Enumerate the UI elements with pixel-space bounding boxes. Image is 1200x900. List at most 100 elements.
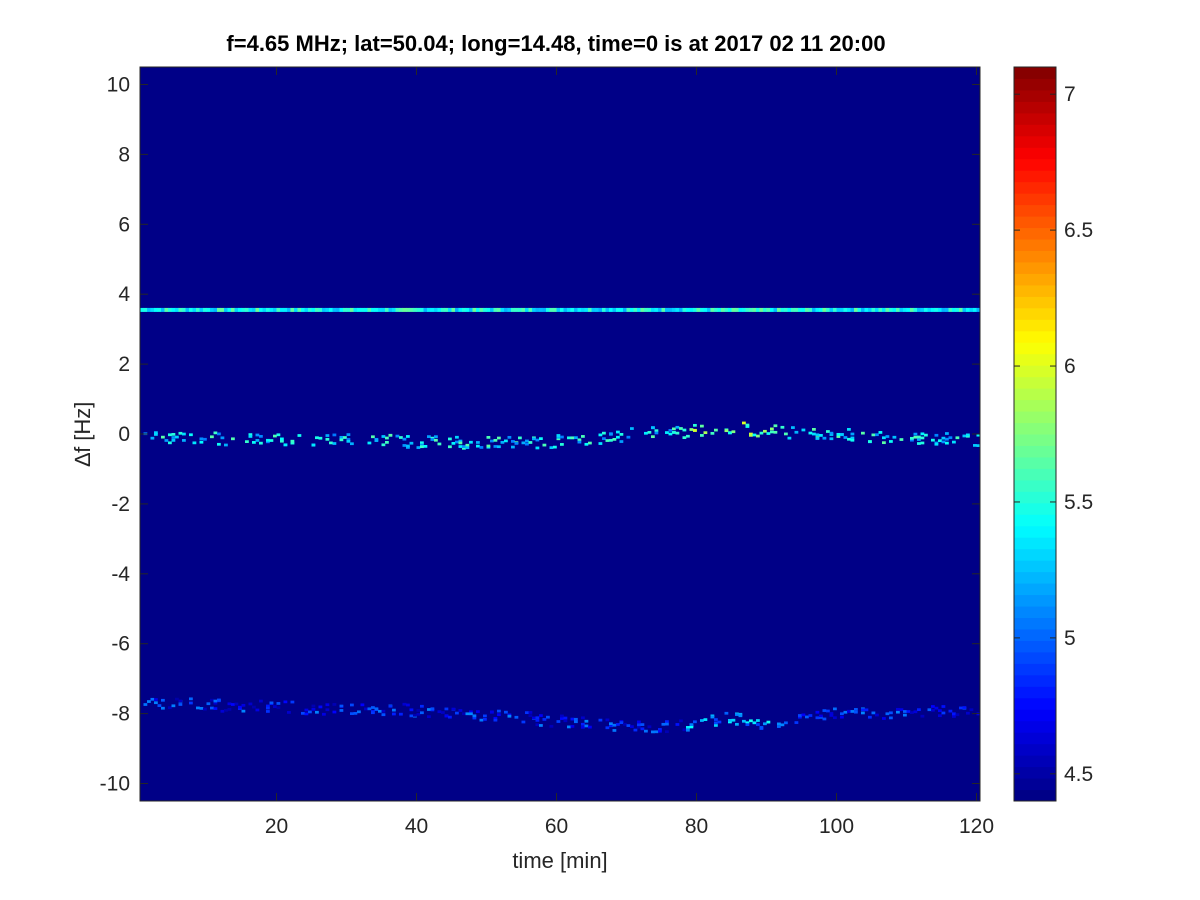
carrier-line-cell — [973, 307, 977, 312]
trace-cell — [539, 437, 543, 440]
trace-cell — [665, 431, 669, 434]
trace-cell — [668, 429, 673, 432]
carrier-line-cell — [325, 307, 330, 312]
trace-cell — [763, 722, 767, 726]
carrier-line-cell — [864, 307, 869, 312]
trace-cell — [952, 715, 956, 718]
carrier-line-cell — [388, 307, 393, 312]
trace-cell — [539, 714, 543, 717]
trace-cell — [535, 719, 540, 722]
carrier-line-cell — [945, 307, 949, 312]
trace-cell — [903, 713, 907, 717]
trace-cell — [409, 441, 414, 445]
colorbar-step — [1014, 158, 1056, 171]
trace-cell — [178, 431, 183, 435]
trace-cell — [374, 439, 379, 442]
trace-cell — [836, 432, 841, 436]
carrier-line-cell — [710, 307, 715, 312]
trace-cell — [357, 710, 361, 714]
trace-cell — [588, 725, 592, 729]
trace-cell — [301, 711, 305, 715]
trace-cell — [892, 435, 897, 439]
trace-cell — [189, 701, 193, 705]
colorbar: 4.5 5 5.5 6 6.5 7 — [1013, 66, 1093, 802]
colorbar-step — [1014, 674, 1056, 687]
y-tick-label: 10 — [107, 73, 130, 96]
y-tick-label: -10 — [100, 773, 130, 796]
trace-cell — [686, 434, 690, 438]
trace-cell — [906, 710, 911, 713]
trace-cell — [402, 437, 407, 441]
trace-cell — [574, 720, 578, 724]
trace-cell — [574, 717, 578, 721]
trace-cell — [703, 431, 708, 435]
trace-cell — [700, 434, 704, 437]
heatmap-cells — [140, 307, 981, 734]
trace-cell — [399, 436, 403, 439]
trace-cell — [630, 427, 634, 430]
trace-cell — [955, 436, 960, 440]
trace-cell — [801, 713, 806, 717]
trace-cell — [637, 723, 641, 727]
trace-cell — [574, 436, 578, 440]
trace-cell — [493, 438, 498, 442]
trace-cell — [518, 436, 522, 440]
trace-cell — [941, 436, 946, 440]
trace-cell — [882, 717, 886, 720]
carrier-line-cell — [259, 307, 263, 312]
trace-cell — [749, 433, 753, 437]
carrier-line-cell — [738, 307, 743, 312]
carrier-line-cell — [616, 307, 620, 312]
carrier-line-cell — [402, 307, 407, 312]
trace-cell — [773, 424, 778, 428]
carrier-line-cell — [798, 307, 802, 312]
trace-cell — [637, 720, 641, 724]
carrier-line-cell — [507, 307, 512, 312]
trace-cell — [332, 442, 337, 445]
carrier-line-cell — [745, 307, 750, 312]
trace-cell — [644, 431, 648, 435]
carrier-line-cell — [924, 307, 928, 312]
carrier-line-cell — [161, 307, 165, 312]
trace-cell — [815, 433, 820, 437]
trace-cell — [406, 703, 410, 707]
trace-cell — [497, 709, 501, 713]
carrier-line-cell — [581, 307, 585, 312]
trace-cell — [770, 430, 774, 434]
trace-cell — [143, 703, 148, 706]
colorbar-step — [1014, 628, 1056, 641]
carrier-line-cell — [938, 307, 942, 312]
carrier-line-cell — [273, 307, 277, 312]
trace-cell — [658, 728, 662, 731]
colorbar-step — [1014, 445, 1056, 458]
colorbar-tick-label: 5.5 — [1064, 491, 1093, 514]
trace-cell — [948, 436, 953, 440]
carrier-line-cell — [651, 307, 655, 312]
trace-cell — [315, 436, 319, 440]
trace-cell — [602, 437, 606, 441]
trace-cell — [903, 710, 907, 713]
trace-cell — [528, 441, 533, 444]
trace-cell — [465, 443, 470, 447]
x-tick-label: 20 — [265, 815, 288, 838]
trace-cell — [833, 716, 837, 720]
colorbar-step — [1014, 755, 1056, 768]
trace-cell — [168, 433, 172, 437]
trace-cell — [966, 433, 970, 437]
trace-cell — [455, 711, 459, 715]
carrier-line-cell — [742, 307, 746, 312]
carrier-line-cell — [143, 307, 148, 312]
trace-cell — [420, 443, 424, 447]
trace-cell — [493, 445, 498, 448]
carrier-line-cell — [595, 307, 599, 312]
trace-cell — [339, 435, 344, 439]
carrier-line-cell — [360, 307, 365, 312]
colorbar-step — [1014, 376, 1056, 389]
colorbar-step — [1014, 525, 1056, 538]
trace-cell — [360, 703, 365, 707]
trace-cell — [525, 711, 529, 715]
trace-cell — [822, 436, 827, 440]
trace-cell — [885, 435, 890, 438]
carrier-line-cell — [686, 307, 690, 312]
trace-cell — [651, 426, 655, 430]
